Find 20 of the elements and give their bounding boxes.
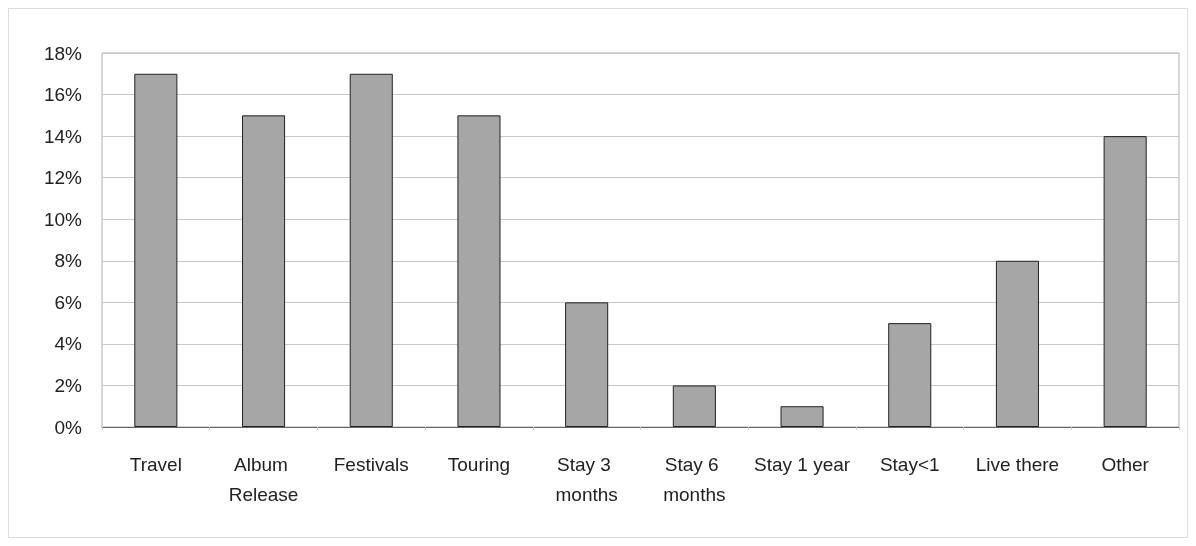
x-tick-label: Album Release bbox=[228, 453, 299, 505]
y-tick-label: 10% bbox=[43, 208, 83, 230]
x-tick-label: Festivals bbox=[333, 453, 409, 475]
y-tick-label: 14% bbox=[43, 125, 83, 147]
x-tick-label: Travel bbox=[129, 453, 182, 475]
y-tick-label: 18% bbox=[43, 42, 83, 64]
x-tick-label: Stay<1 bbox=[879, 453, 940, 475]
x-tick-label: Stay 3 months bbox=[555, 453, 618, 505]
x-tick-label: Touring bbox=[447, 453, 511, 475]
x-tick-label: Other bbox=[1101, 453, 1150, 475]
y-tick-label: 2% bbox=[54, 374, 83, 396]
x-tick-label: Live there bbox=[975, 453, 1060, 475]
y-tick-label: 16% bbox=[43, 84, 83, 106]
x-tick-label: Stay 1 year bbox=[754, 453, 851, 475]
y-tick-label: 6% bbox=[54, 291, 83, 313]
y-tick-label: 12% bbox=[43, 167, 83, 189]
y-tick-label: 4% bbox=[54, 333, 83, 355]
y-tick-label: 8% bbox=[54, 250, 83, 272]
y-tick-label: 0% bbox=[54, 416, 83, 438]
x-tick-label: Stay 6 months bbox=[663, 453, 726, 505]
